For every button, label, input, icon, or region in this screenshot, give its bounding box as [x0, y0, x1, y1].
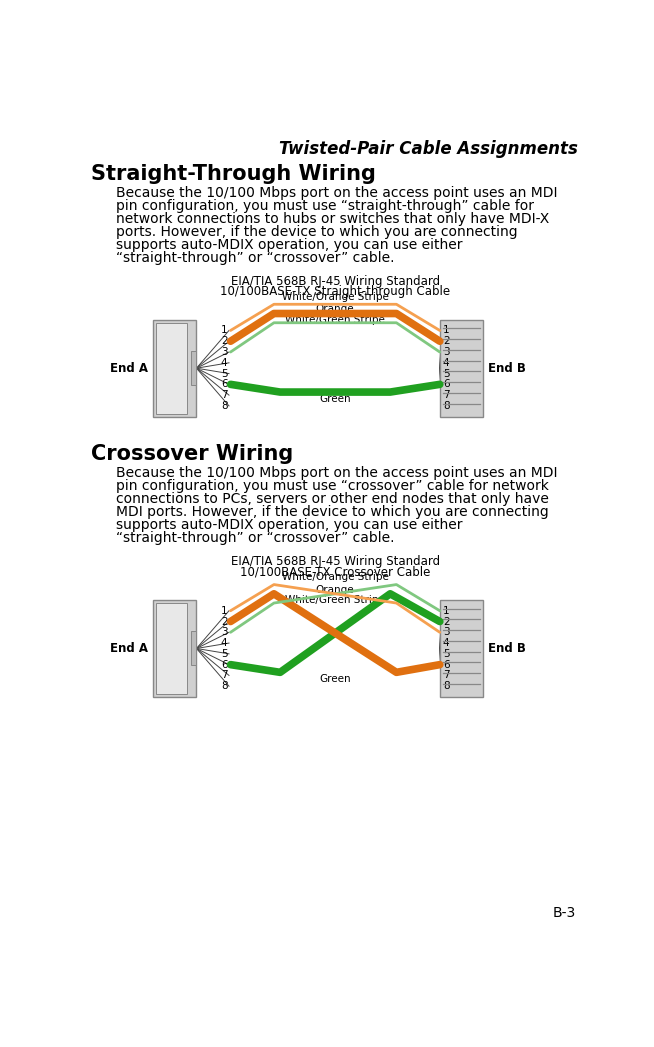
Text: White/Green Stripe: White/Green Stripe — [285, 596, 385, 605]
Text: ports. However, if the device to which you are connecting: ports. However, if the device to which y… — [116, 225, 517, 239]
Text: 4: 4 — [221, 638, 228, 648]
Text: 4: 4 — [221, 358, 228, 367]
Text: 7: 7 — [221, 391, 228, 400]
Text: 2: 2 — [221, 617, 228, 626]
Text: 8: 8 — [221, 682, 228, 691]
Text: 3: 3 — [221, 627, 228, 638]
Text: 8: 8 — [221, 401, 228, 410]
Text: MDI ports. However, if the device to which you are connecting: MDI ports. However, if the device to whi… — [116, 506, 549, 519]
Text: 6: 6 — [221, 660, 228, 670]
Text: supports auto-MDIX operation, you can use either: supports auto-MDIX operation, you can us… — [116, 238, 462, 252]
Text: 7: 7 — [443, 391, 449, 400]
Text: 2: 2 — [443, 617, 449, 626]
Text: network connections to hubs or switches that only have MDI-X: network connections to hubs or switches … — [116, 211, 549, 226]
Text: 8: 8 — [443, 682, 449, 691]
Text: pin configuration, you must use “straight-through” cable for: pin configuration, you must use “straigh… — [116, 199, 534, 213]
Bar — [156, 603, 187, 694]
Text: 2: 2 — [221, 336, 228, 347]
Text: EIA/TIA 568B RJ-45 Wiring Standard: EIA/TIA 568B RJ-45 Wiring Standard — [231, 275, 439, 288]
Text: 10/100BASE-TX Straight-through Cable: 10/100BASE-TX Straight-through Cable — [220, 285, 450, 298]
Text: 6: 6 — [443, 379, 449, 389]
Bar — [153, 319, 196, 417]
Text: Twisted-Pair Cable Assignments: Twisted-Pair Cable Assignments — [279, 139, 577, 157]
Text: 6: 6 — [221, 379, 228, 389]
Text: 2: 2 — [443, 336, 449, 347]
Text: 1: 1 — [443, 606, 449, 616]
Text: “straight-through” or “crossover” cable.: “straight-through” or “crossover” cable. — [116, 532, 394, 545]
Text: 7: 7 — [221, 670, 228, 681]
Bar — [191, 351, 196, 385]
Text: 4: 4 — [443, 638, 449, 648]
Text: 3: 3 — [443, 347, 449, 357]
Text: connections to PCs, servers or other end nodes that only have: connections to PCs, servers or other end… — [116, 492, 549, 506]
Text: 5: 5 — [221, 649, 228, 659]
Text: 1: 1 — [221, 606, 228, 616]
Text: End A: End A — [111, 642, 148, 655]
Text: 5: 5 — [221, 369, 228, 379]
Text: Green: Green — [319, 674, 351, 684]
Text: 10/100BASE-TX Crossover Cable: 10/100BASE-TX Crossover Cable — [240, 565, 430, 578]
Bar — [156, 322, 187, 414]
Text: White/Orange Stripe: White/Orange Stripe — [282, 573, 388, 582]
Text: EIA/TIA 568B RJ-45 Wiring Standard: EIA/TIA 568B RJ-45 Wiring Standard — [231, 555, 439, 569]
Text: supports auto-MDIX operation, you can use either: supports auto-MDIX operation, you can us… — [116, 518, 462, 532]
Text: Because the 10/100 Mbps port on the access point uses an MDI: Because the 10/100 Mbps port on the acce… — [116, 466, 557, 480]
Text: 5: 5 — [443, 649, 449, 659]
Bar — [191, 631, 196, 666]
Text: 1: 1 — [443, 326, 449, 335]
Text: White/Orange Stripe: White/Orange Stripe — [282, 292, 388, 302]
Text: 7: 7 — [443, 670, 449, 681]
Text: Orange: Orange — [316, 305, 354, 314]
Text: B-3: B-3 — [553, 907, 576, 920]
Text: End B: End B — [488, 642, 526, 655]
Text: Crossover Wiring: Crossover Wiring — [91, 444, 293, 465]
Bar — [153, 600, 196, 697]
Text: 6: 6 — [443, 660, 449, 670]
Text: White/Green Stripe: White/Green Stripe — [285, 315, 385, 325]
Text: End A: End A — [111, 361, 148, 375]
Text: 3: 3 — [443, 627, 449, 638]
Text: Because the 10/100 Mbps port on the access point uses an MDI: Because the 10/100 Mbps port on the acce… — [116, 185, 557, 200]
Text: 5: 5 — [443, 369, 449, 379]
Text: pin configuration, you must use “crossover” cable for network: pin configuration, you must use “crossov… — [116, 480, 549, 493]
Text: 3: 3 — [221, 347, 228, 357]
Text: “straight-through” or “crossover” cable.: “straight-through” or “crossover” cable. — [116, 251, 394, 265]
Text: Straight-Through Wiring: Straight-Through Wiring — [91, 164, 376, 184]
Text: 8: 8 — [443, 401, 449, 410]
Text: End B: End B — [488, 361, 526, 375]
Bar — [439, 319, 483, 417]
Text: Green: Green — [319, 394, 351, 403]
Text: 4: 4 — [443, 358, 449, 367]
Text: 1: 1 — [221, 326, 228, 335]
Text: Orange: Orange — [316, 584, 354, 595]
Bar — [439, 600, 483, 697]
